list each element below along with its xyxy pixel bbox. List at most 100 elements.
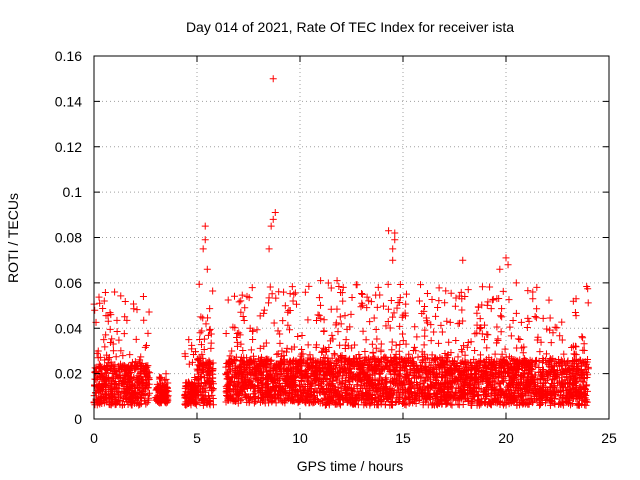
data-point — [444, 399, 452, 407]
data-point — [575, 400, 583, 408]
data-point — [265, 245, 273, 253]
data-point — [366, 374, 374, 382]
data-point — [141, 391, 149, 399]
data-point — [304, 341, 312, 349]
data-point — [240, 359, 248, 367]
data-point — [470, 387, 478, 395]
data-point — [98, 370, 106, 378]
data-point — [225, 385, 233, 393]
data-point — [262, 339, 270, 347]
data-point — [421, 367, 429, 375]
data-point — [203, 265, 211, 273]
data-point — [198, 396, 206, 404]
data-point — [472, 374, 480, 382]
data-point — [279, 390, 287, 398]
data-point — [297, 355, 305, 363]
data-point — [496, 265, 504, 273]
data-point — [145, 308, 153, 316]
data-point — [487, 391, 495, 399]
data-point — [258, 394, 266, 402]
data-point — [121, 388, 129, 396]
data-point — [206, 325, 214, 333]
data-point — [113, 327, 121, 335]
data-point — [452, 294, 460, 302]
data-point — [532, 314, 540, 322]
data-point — [381, 379, 389, 387]
data-point — [117, 347, 125, 355]
data-point — [410, 366, 418, 374]
data-point — [493, 323, 501, 331]
x-tick-label: 25 — [601, 430, 617, 446]
data-point — [106, 325, 114, 333]
data-point — [517, 318, 525, 326]
data-point — [569, 342, 577, 350]
data-point — [406, 392, 414, 400]
data-point — [320, 353, 328, 361]
data-point — [417, 374, 425, 382]
data-point — [391, 367, 399, 375]
data-point — [281, 399, 289, 407]
data-point — [245, 294, 253, 302]
data-point — [249, 336, 257, 343]
data-point — [124, 364, 132, 372]
data-point — [445, 338, 453, 346]
data-point — [280, 355, 288, 363]
data-point — [350, 363, 358, 371]
data-point — [205, 326, 213, 334]
data-point — [478, 283, 486, 291]
data-point — [297, 369, 305, 377]
data-point — [431, 394, 439, 402]
data-point — [488, 296, 496, 304]
data-point — [130, 361, 138, 369]
data-point — [441, 369, 449, 377]
data-point — [226, 379, 234, 387]
data-point — [231, 292, 239, 300]
data-point — [264, 373, 272, 381]
data-point — [124, 379, 132, 387]
data-point — [153, 385, 161, 393]
x-tick-label: 0 — [90, 430, 98, 446]
data-point — [495, 361, 503, 369]
data-point — [153, 394, 161, 402]
data-point — [190, 384, 198, 392]
data-point — [497, 312, 505, 320]
y-tick-label: 0.16 — [55, 48, 82, 64]
data-point — [417, 281, 425, 289]
data-point — [537, 338, 545, 346]
data-point — [268, 398, 276, 406]
data-point — [353, 359, 361, 367]
data-point — [480, 387, 488, 395]
data-point — [317, 301, 325, 309]
x-tick-label: 10 — [292, 430, 308, 446]
data-point — [183, 399, 191, 407]
data-point — [161, 395, 169, 403]
data-point — [256, 344, 264, 352]
data-point — [373, 397, 381, 405]
data-point — [185, 336, 193, 344]
data-point — [200, 367, 208, 375]
data-point — [145, 394, 153, 402]
data-point — [482, 355, 490, 363]
data-point — [312, 376, 320, 384]
data-point — [519, 357, 527, 365]
data-point — [399, 381, 407, 389]
data-point — [432, 400, 440, 408]
data-point — [277, 363, 285, 371]
data-point — [358, 290, 366, 298]
data-point — [390, 309, 398, 317]
data-point — [476, 351, 484, 359]
data-point — [525, 370, 533, 378]
data-point — [396, 294, 404, 302]
data-point — [284, 394, 292, 402]
data-point — [260, 359, 268, 367]
data-point — [399, 337, 407, 345]
data-point — [374, 283, 382, 291]
data-point — [482, 395, 490, 403]
data-point — [531, 382, 539, 390]
data-point — [278, 386, 286, 394]
data-point — [490, 395, 498, 403]
data-point — [121, 313, 129, 321]
data-point — [115, 374, 123, 382]
data-point — [101, 369, 109, 377]
data-point — [390, 365, 398, 373]
